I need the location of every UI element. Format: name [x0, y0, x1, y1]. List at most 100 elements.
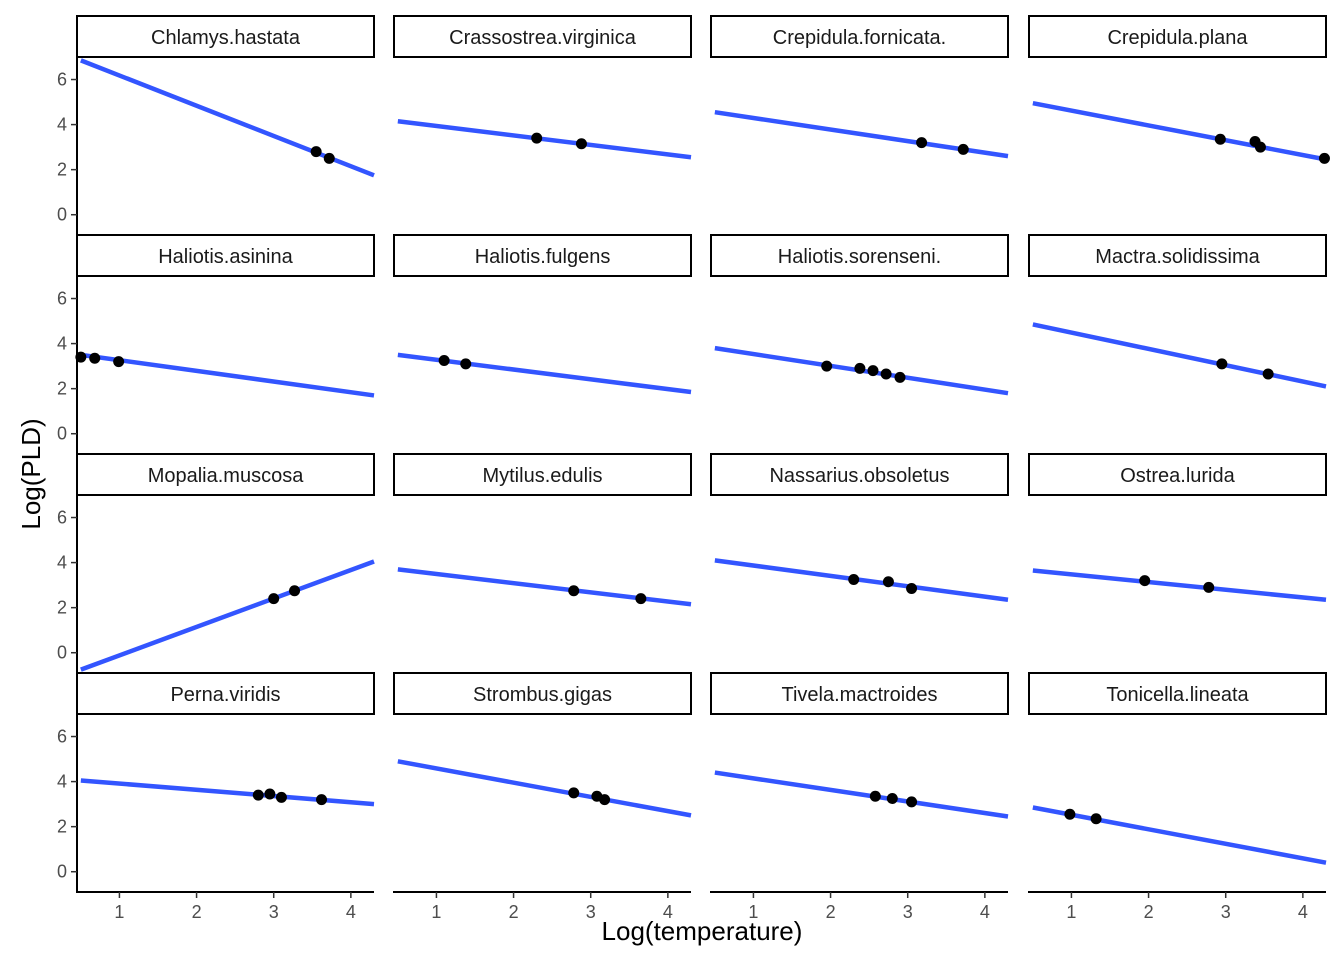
x-tick-label: 3 — [269, 902, 279, 922]
data-point — [848, 573, 860, 585]
data-point — [438, 354, 450, 366]
y-tick-label: 4 — [57, 553, 67, 573]
x-tick-label: 2 — [192, 902, 202, 922]
data-point — [1214, 133, 1226, 145]
strip-label: Haliotis.fulgens — [475, 246, 611, 268]
x-tick-label: 4 — [1298, 902, 1308, 922]
y-tick-label: 4 — [57, 334, 67, 354]
y-tick-label: 4 — [57, 772, 67, 792]
data-point — [867, 365, 879, 377]
data-point — [880, 368, 892, 380]
data-point — [906, 583, 918, 595]
data-point — [1139, 575, 1151, 587]
x-tick-label: 3 — [1221, 902, 1231, 922]
data-point — [568, 585, 580, 597]
fit-line — [397, 118, 692, 160]
strip-box — [710, 453, 1009, 496]
y-tick-label: 2 — [57, 598, 67, 618]
fit-line — [714, 558, 1009, 603]
panel-haliotis-asinina: Haliotis.asinina 0 2 4 6 — [57, 234, 375, 454]
panel-haliotis-fulgens: Haliotis.fulgens — [393, 234, 692, 395]
x-tick-label: 2 — [826, 902, 836, 922]
panel-strombus-gigas: Strombus.gigas 1 2 3 4 — [393, 672, 692, 922]
strip-box — [76, 453, 375, 496]
strip-label: Strombus.gigas — [473, 684, 612, 706]
x-axis-title: Log(temperature) — [602, 916, 803, 946]
panel-mactra-solidissima: Mactra.solidissima — [1028, 234, 1327, 389]
y-tick-label: 0 — [57, 424, 67, 444]
data-point — [1216, 358, 1228, 370]
strip-label: Nassarius.obsoletus — [769, 465, 949, 487]
strip-box — [393, 234, 692, 277]
data-point — [957, 143, 969, 155]
data-point — [599, 794, 611, 806]
fit-line — [80, 352, 375, 398]
y-tick-label: 2 — [57, 817, 67, 837]
strip-label: Crassostrea.virginica — [449, 27, 637, 49]
panel-chlamys-hastata: Chlamys.hastata 0 2 4 6 — [57, 15, 375, 235]
x-tick-label: 3 — [903, 902, 913, 922]
strip-box — [1028, 234, 1327, 277]
y-tick-label: 6 — [57, 727, 67, 747]
fit-line — [714, 770, 1009, 819]
strip-box — [1028, 672, 1327, 715]
data-point — [460, 358, 472, 370]
data-point — [1262, 368, 1274, 380]
strip-label: Haliotis.asinina — [158, 246, 293, 268]
data-point — [289, 585, 301, 597]
data-point — [89, 352, 101, 364]
strip-label: Ostrea.lurida — [1120, 465, 1235, 487]
panel-crepidula-plana: Crepidula.plana — [1028, 15, 1330, 164]
data-point — [113, 356, 125, 368]
y-tick-label: 6 — [57, 508, 67, 528]
data-point — [906, 796, 918, 808]
fit-line — [1032, 322, 1327, 389]
panel-haliotis-sorenseni: Haliotis.sorenseni. — [710, 234, 1009, 396]
data-point — [264, 788, 276, 800]
strip-label: Mactra.solidissima — [1095, 246, 1260, 268]
panel-crepidula-fornicata: Crepidula.fornicata. — [710, 15, 1009, 159]
data-point — [310, 146, 322, 158]
data-point — [316, 794, 328, 806]
x-tick-label: 4 — [980, 902, 990, 922]
strip-box — [393, 15, 692, 58]
strip-box — [393, 672, 692, 715]
panel-ostrea-lurida: Ostrea.lurida — [1028, 453, 1327, 603]
data-point — [1318, 152, 1330, 164]
strip-label: Chlamys.hastata — [151, 27, 301, 49]
x-tick-label: 4 — [346, 902, 356, 922]
strip-label: Tonicella.lineata — [1106, 684, 1249, 706]
panels-layer: Chlamys.hastata 0 2 4 6 Crassostrea.virginica… — [57, 15, 1330, 922]
data-point — [1254, 141, 1266, 153]
panel-mytilus-edulis: Mytilus.edulis — [393, 453, 692, 607]
fit-line — [1032, 100, 1327, 162]
panel-perna-viridis: Perna.viridis 0 2 4 6 1 2 3 4 — [57, 672, 375, 922]
strip-box — [1028, 453, 1327, 496]
y-tick-label: 0 — [57, 205, 67, 225]
panel-mopalia-muscosa: Mopalia.muscosa 0 2 4 6 — [57, 453, 375, 673]
strip-box — [76, 234, 375, 277]
strip-label: Mopalia.muscosa — [148, 465, 305, 487]
data-point — [531, 132, 543, 144]
panel-crassostrea-virginica: Crassostrea.virginica — [393, 15, 692, 160]
y-tick-label: 4 — [57, 115, 67, 135]
panel-tonicella-lineata: Tonicella.lineata 1 2 3 4 — [1028, 672, 1327, 922]
y-tick-label: 0 — [57, 862, 67, 882]
data-point — [882, 576, 894, 588]
panel-nassarius-obsoletus: Nassarius.obsoletus — [710, 453, 1009, 603]
strip-box — [710, 672, 1009, 715]
strip-box — [710, 15, 1009, 58]
strip-box — [393, 453, 692, 496]
x-tick-label: 1 — [431, 902, 441, 922]
data-point — [854, 362, 866, 374]
fit-line — [80, 559, 375, 672]
data-point — [869, 790, 881, 802]
x-tick-label: 2 — [1144, 902, 1154, 922]
strip-box — [710, 234, 1009, 277]
panel-tivela-mactroides: Tivela.mactroides 1 2 3 4 — [710, 672, 1009, 922]
data-point — [635, 593, 647, 605]
strip-box — [76, 672, 375, 715]
y-tick-label: 2 — [57, 379, 67, 399]
x-tick-label: 1 — [114, 902, 124, 922]
